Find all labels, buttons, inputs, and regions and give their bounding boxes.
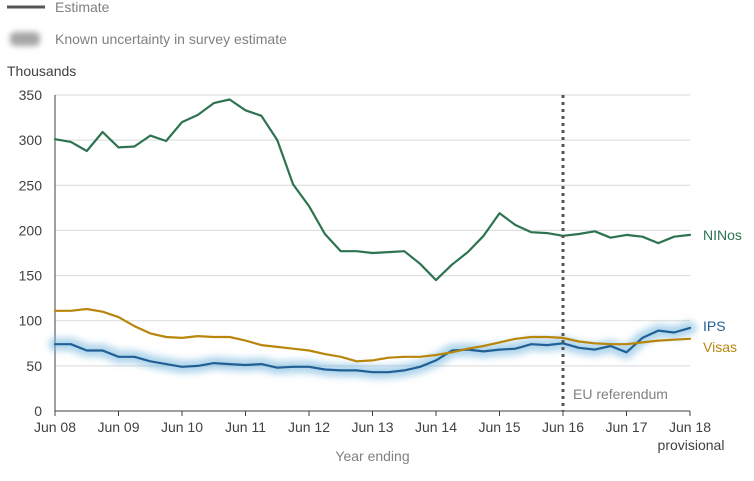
- legend-label: Known uncertainty in survey estimate: [55, 31, 287, 47]
- annotation-layer: EU referendum: [561, 95, 668, 411]
- x-tick-label: Jun 17: [605, 419, 647, 435]
- y-tick-label: 350: [19, 87, 43, 103]
- y-tick-label: 300: [19, 132, 43, 148]
- legend: Estimate Known uncertainty in survey esti…: [7, 0, 287, 47]
- x-tick-label: Jun 14: [415, 419, 457, 435]
- y-tick-label: 150: [19, 268, 43, 284]
- x-tick-label: Jun 11: [225, 419, 266, 435]
- x-axis-title: Year ending: [335, 448, 409, 464]
- series-label-ninos: NINos: [703, 227, 742, 243]
- y-tick-label: 100: [19, 313, 43, 329]
- legend-item: Estimate: [7, 0, 110, 15]
- x-tick-label: Jun 15: [478, 419, 520, 435]
- y-tick-label: 200: [19, 222, 43, 238]
- x-tick-label: Jun 18: [669, 419, 711, 435]
- x-tick-label: Jun 08: [34, 419, 76, 435]
- x-tick-label: Jun 16: [542, 419, 584, 435]
- x-tick-label: Jun 10: [161, 419, 203, 435]
- y-tick-label: 250: [19, 177, 43, 193]
- x-tick-sublabel: provisional: [658, 437, 725, 453]
- x-tick-label: Jun 12: [288, 419, 330, 435]
- x-tick-label: Jun 13: [351, 419, 393, 435]
- legend-swatch-band: [10, 32, 40, 46]
- labels-layer: NINos IPS Visas: [703, 227, 742, 355]
- series-label-ips: IPS: [703, 318, 726, 334]
- axes-layer: 0 50 100 150 200 250 300 350 Jun 08 Jun 09 Jun 10 J…: [7, 63, 724, 464]
- y-axis-title: Thousands: [7, 63, 76, 79]
- series-layer: [53, 98, 692, 374]
- series-line-ninos: [53, 98, 692, 282]
- legend-item: Known uncertainty in survey estimate: [10, 31, 287, 47]
- series-label-visas: Visas: [703, 339, 737, 355]
- annotation-label: EU referendum: [573, 386, 668, 402]
- x-tick-label: Jun 09: [97, 419, 139, 435]
- series-line-visas: [53, 307, 692, 363]
- series-line-ips: [53, 326, 692, 374]
- y-tick-label: 50: [26, 358, 42, 374]
- legend-label: Estimate: [55, 0, 110, 15]
- y-tick-label: 0: [34, 403, 42, 419]
